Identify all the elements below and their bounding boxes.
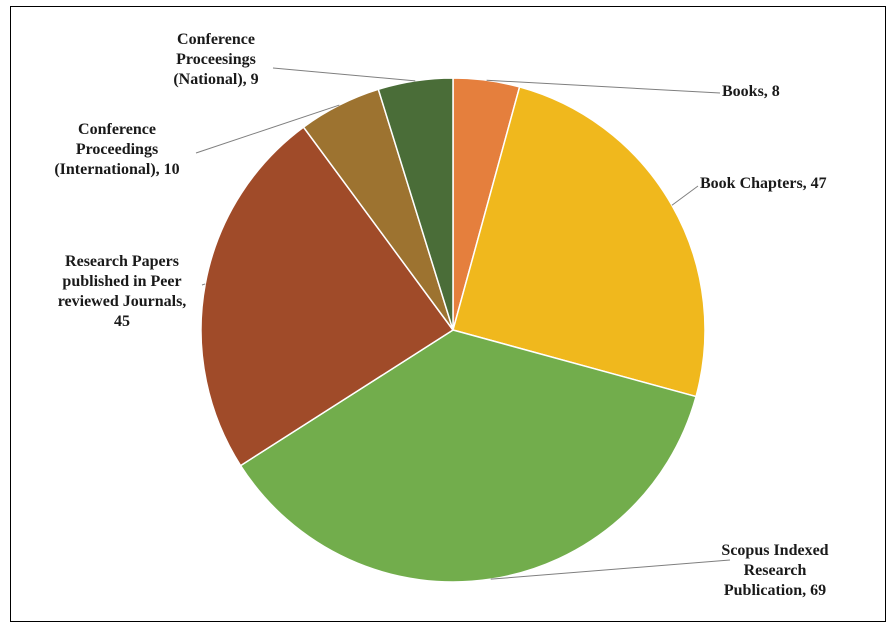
pie-slice-2 <box>452 86 706 398</box>
leader-line-3 <box>490 559 731 580</box>
leader-line-1 <box>486 79 721 94</box>
slice-label-line: Conference <box>177 31 255 48</box>
pie-slice-6 <box>377 77 454 331</box>
slice-labels: Books, 8 Book Chapters, 47 Scopus Indexed R… <box>54 31 828 599</box>
slice-label-line: Proceedings <box>76 141 158 158</box>
slice-label-3: Scopus Indexed Research Publication, 69 <box>721 542 828 599</box>
leader-lines <box>195 67 731 580</box>
slice-label-line: Book Chapters, 47 <box>700 175 827 192</box>
leader-line-4 <box>201 283 206 286</box>
slice-label-line: Research Papers <box>65 253 179 270</box>
slice-label-line: (National), 9 <box>173 71 258 88</box>
slice-label-line: published in Peer <box>62 273 181 290</box>
leader-line-6 <box>272 67 416 82</box>
slice-label-line: Scopus Indexed <box>721 542 828 559</box>
slice-label-1: Books, 8 <box>722 83 780 100</box>
slice-label-line: Proceesings <box>176 51 256 68</box>
slice-label-line: 45 <box>114 313 130 330</box>
slice-label-2: Book Chapters, 47 <box>700 175 827 192</box>
leader-line-2 <box>671 185 699 206</box>
pie-slices <box>200 77 706 583</box>
leader-line-5 <box>195 104 340 154</box>
slice-label-4: Research Papers published in Peer reviewed… <box>58 253 187 330</box>
slice-label-line: Conference <box>78 121 156 138</box>
slice-label-6: Conference Proceesings (National), 9 <box>173 31 258 88</box>
slice-label-line: Books, 8 <box>722 83 780 100</box>
slice-label-line: reviewed Journals, <box>58 293 187 310</box>
pie-slice-4 <box>200 126 455 467</box>
slice-label-line: Publication, 69 <box>724 582 826 599</box>
slice-label-line: (International), 10 <box>54 161 179 178</box>
slice-label-5: Conference Proceedings (International), 10 <box>54 121 179 178</box>
slice-label-line: Research <box>744 562 807 579</box>
